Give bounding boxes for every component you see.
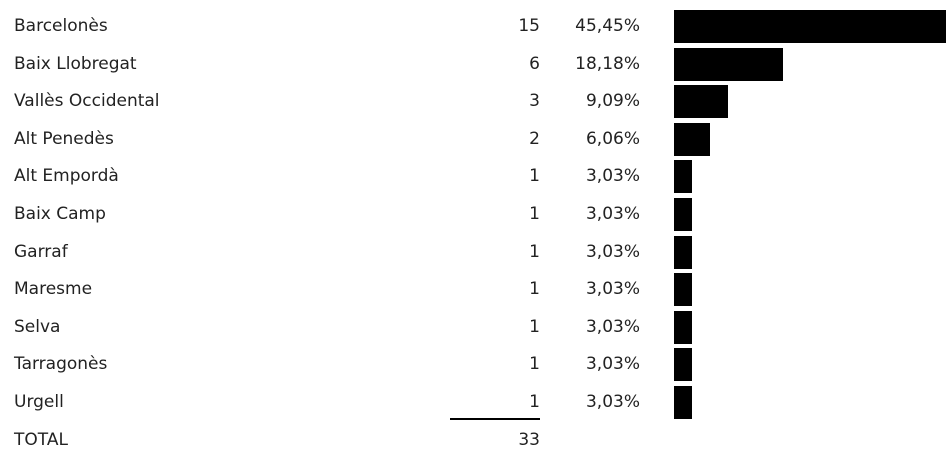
count-value: 1 [529, 392, 540, 412]
count-value: 3 [529, 91, 540, 112]
percentage-value: 3,03% [585, 204, 640, 224]
category-label: Alt Empordà [14, 166, 119, 187]
count-value: 1 [529, 204, 540, 224]
table-row: Vallès Occidental 3 9,09% [0, 83, 946, 120]
bar [674, 273, 693, 307]
count-value: 15 [518, 16, 540, 36]
category-label: Maresme [14, 279, 93, 300]
percentage-value: 18,18% [575, 53, 640, 74]
table-row: Urgell 1 3,03% [0, 384, 946, 421]
bar [674, 122, 711, 156]
table-row: Barcelonès 15 45,45% [0, 8, 946, 45]
bar [674, 10, 946, 43]
bar [674, 348, 693, 382]
count-value: 2 [529, 128, 540, 149]
percentage-value: 3,03% [585, 279, 640, 300]
category-label: Garraf [14, 241, 68, 262]
category-label: Baix Camp [14, 204, 106, 224]
category-label: Selva [14, 316, 61, 337]
table-row: Garraf 1 3,03% [0, 234, 946, 271]
percentage-value: 3,03% [585, 166, 640, 187]
total-divider [450, 418, 540, 420]
category-label: Baix Llobregat [14, 53, 137, 74]
percentage-value: 3,03% [585, 354, 640, 375]
bar [674, 160, 693, 194]
category-label: Alt Penedès [14, 128, 114, 149]
percentage-value: 3,03% [585, 241, 640, 262]
table-row: Selva 1 3,03% [0, 309, 946, 346]
percentage-value: 45,45% [575, 16, 640, 36]
percentage-value: 9,09% [585, 91, 640, 112]
total-label: TOTAL [14, 430, 68, 450]
table-row: Tarragonès 1 3,03% [0, 346, 946, 383]
count-value: 6 [529, 53, 540, 74]
percentage-value: 3,03% [585, 392, 640, 412]
percentage-value: 3,03% [585, 316, 640, 337]
category-label: Tarragonès [14, 354, 108, 375]
bar [674, 386, 693, 419]
count-value: 1 [529, 354, 540, 375]
table-row: Alt Penedès 2 6,06% [0, 121, 946, 158]
percentage-value: 6,06% [585, 128, 640, 149]
bar [674, 235, 693, 269]
bar [674, 47, 783, 81]
total-row: TOTAL 33 [0, 422, 946, 459]
table-row: Alt Empordà 1 3,03% [0, 158, 946, 195]
bar [674, 85, 729, 119]
category-label: Urgell [14, 392, 64, 412]
category-label: Barcelonès [14, 16, 108, 36]
table-row: Baix Llobregat 6 18,18% [0, 46, 946, 83]
table-row: Baix Camp 1 3,03% [0, 196, 946, 233]
table-row: Maresme 1 3,03% [0, 271, 946, 308]
count-value: 1 [529, 166, 540, 187]
bar [674, 310, 693, 344]
total-value: 33 [518, 430, 540, 450]
count-value: 1 [529, 241, 540, 262]
count-value: 1 [529, 316, 540, 337]
category-label: Vallès Occidental [14, 91, 160, 112]
count-value: 1 [529, 279, 540, 300]
bar [674, 198, 693, 231]
